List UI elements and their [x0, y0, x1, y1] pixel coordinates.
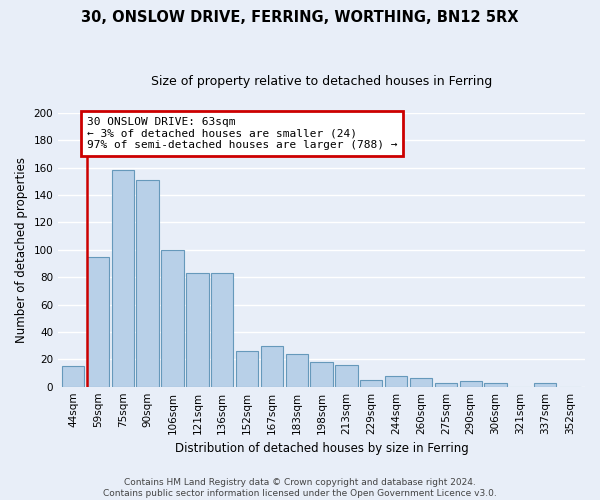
Bar — [62, 366, 84, 386]
Bar — [310, 362, 333, 386]
Bar — [87, 256, 109, 386]
X-axis label: Distribution of detached houses by size in Ferring: Distribution of detached houses by size … — [175, 442, 469, 455]
Bar — [534, 382, 556, 386]
Text: 30, ONSLOW DRIVE, FERRING, WORTHING, BN12 5RX: 30, ONSLOW DRIVE, FERRING, WORTHING, BN1… — [81, 10, 519, 25]
Bar — [286, 354, 308, 386]
Bar — [385, 376, 407, 386]
Text: Contains HM Land Registry data © Crown copyright and database right 2024.
Contai: Contains HM Land Registry data © Crown c… — [103, 478, 497, 498]
Bar — [236, 351, 258, 386]
Bar — [211, 273, 233, 386]
Bar — [460, 381, 482, 386]
Bar — [484, 382, 507, 386]
Text: 30 ONSLOW DRIVE: 63sqm
← 3% of detached houses are smaller (24)
97% of semi-deta: 30 ONSLOW DRIVE: 63sqm ← 3% of detached … — [87, 117, 397, 150]
Bar — [112, 170, 134, 386]
Bar — [161, 250, 184, 386]
Y-axis label: Number of detached properties: Number of detached properties — [15, 156, 28, 342]
Title: Size of property relative to detached houses in Ferring: Size of property relative to detached ho… — [151, 75, 492, 88]
Bar — [136, 180, 159, 386]
Bar — [434, 382, 457, 386]
Bar — [186, 273, 209, 386]
Bar — [335, 365, 358, 386]
Bar — [410, 378, 432, 386]
Bar — [360, 380, 382, 386]
Bar — [260, 346, 283, 387]
